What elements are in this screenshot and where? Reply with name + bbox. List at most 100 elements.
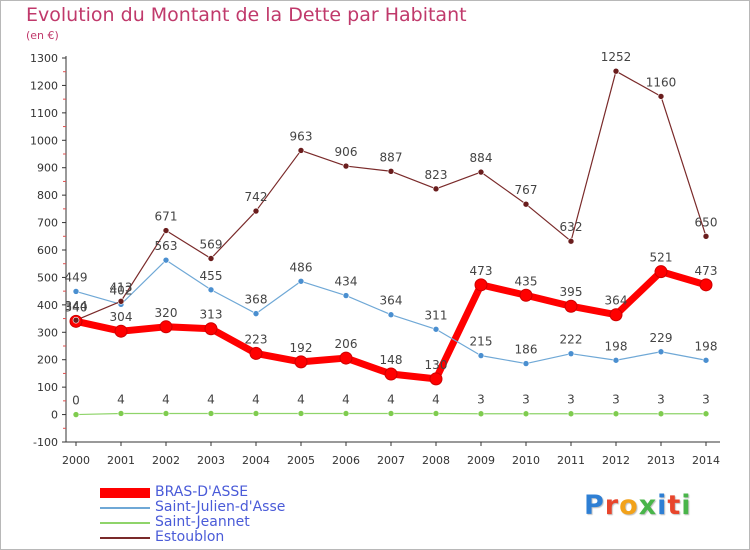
data-point bbox=[204, 322, 218, 336]
legend-swatch bbox=[100, 506, 150, 509]
data-point bbox=[72, 411, 80, 418]
data-point bbox=[339, 351, 353, 365]
x-tick-label: 2013 bbox=[647, 454, 675, 467]
y-tick-label: -100 bbox=[33, 436, 58, 449]
data-point bbox=[294, 355, 308, 369]
data-point bbox=[297, 147, 305, 154]
data-point bbox=[117, 410, 125, 417]
data-label: 435 bbox=[515, 274, 538, 288]
data-label: 340 bbox=[65, 300, 88, 314]
data-point bbox=[519, 288, 533, 302]
data-point bbox=[162, 227, 170, 234]
data-label: 434 bbox=[335, 275, 358, 289]
x-tick-label: 2006 bbox=[332, 454, 360, 467]
chart-legend: BRAS-D'ASSE Saint-Julien-d'Asse Saint-Jean… bbox=[100, 485, 285, 545]
y-tick-label: 0 bbox=[51, 409, 58, 422]
data-label: 521 bbox=[650, 251, 673, 265]
logo-letter: o bbox=[619, 490, 639, 521]
data-label: 402 bbox=[110, 283, 133, 297]
data-label: 215 bbox=[470, 335, 493, 349]
logo-letter: P bbox=[584, 490, 605, 521]
data-point bbox=[162, 410, 170, 417]
data-label: 198 bbox=[605, 339, 628, 353]
data-label: 364 bbox=[380, 294, 403, 308]
data-point bbox=[249, 346, 263, 360]
y-tick-label: 800 bbox=[37, 189, 58, 202]
legend-label: BRAS-D'ASSE bbox=[155, 484, 249, 500]
series-line bbox=[75, 70, 707, 321]
data-point bbox=[384, 367, 398, 381]
x-tick-label: 2003 bbox=[197, 454, 225, 467]
data-point bbox=[387, 311, 395, 319]
data-label: 148 bbox=[380, 353, 403, 367]
data-point bbox=[609, 308, 623, 322]
data-label: 313 bbox=[200, 308, 223, 322]
data-point bbox=[654, 265, 668, 279]
data-point bbox=[72, 316, 80, 324]
x-tick-label: 2012 bbox=[602, 454, 630, 467]
data-point bbox=[297, 277, 305, 285]
data-label: 3 bbox=[522, 393, 530, 407]
data-label: 206 bbox=[335, 337, 358, 351]
y-tick-label: 1300 bbox=[30, 52, 58, 65]
data-point bbox=[612, 356, 620, 364]
data-label: 198 bbox=[695, 339, 718, 353]
data-point bbox=[702, 410, 710, 418]
legend-item: Saint-Jeannet bbox=[100, 515, 285, 530]
data-label: 222 bbox=[560, 333, 583, 347]
logo-letter: i bbox=[681, 490, 692, 521]
y-tick-label: 300 bbox=[37, 326, 58, 339]
data-label: 3 bbox=[612, 393, 620, 407]
data-label: 344 bbox=[65, 299, 88, 313]
data-point bbox=[699, 278, 713, 292]
data-label: 473 bbox=[470, 264, 493, 278]
data-label: 884 bbox=[470, 151, 493, 165]
data-label: 4 bbox=[432, 392, 440, 406]
data-point bbox=[342, 162, 350, 170]
data-label: 1160 bbox=[646, 75, 677, 89]
data-point bbox=[702, 232, 710, 240]
data-point bbox=[702, 356, 710, 364]
data-point bbox=[72, 288, 80, 295]
data-point bbox=[657, 93, 665, 100]
data-point bbox=[477, 168, 485, 176]
data-label: 632 bbox=[560, 220, 583, 234]
data-label: 395 bbox=[560, 285, 583, 299]
y-tick-label: 900 bbox=[37, 162, 58, 175]
data-point bbox=[159, 320, 173, 334]
legend-label: Saint-Jeannet bbox=[155, 514, 250, 530]
data-label: 4 bbox=[117, 392, 125, 406]
data-point bbox=[474, 278, 488, 292]
chart-title: Evolution du Montant de la Dette par Hab… bbox=[26, 4, 467, 26]
data-label: 0 bbox=[72, 394, 80, 408]
logo-letter: i bbox=[657, 490, 668, 521]
data-label: 671 bbox=[155, 210, 178, 224]
data-point bbox=[657, 410, 665, 418]
data-label: 304 bbox=[110, 310, 133, 324]
data-label: 223 bbox=[245, 332, 268, 346]
data-point bbox=[117, 297, 125, 305]
data-label: 229 bbox=[650, 331, 673, 345]
data-label: 4 bbox=[252, 392, 260, 406]
data-point bbox=[432, 410, 440, 417]
y-tick-label: 500 bbox=[37, 271, 58, 284]
data-point bbox=[387, 410, 395, 417]
x-tick-label: 2011 bbox=[557, 454, 585, 467]
data-label: 1252 bbox=[601, 50, 632, 64]
data-point bbox=[432, 185, 440, 193]
data-point bbox=[657, 348, 665, 356]
logo-letter: t bbox=[667, 490, 682, 521]
data-label: 906 bbox=[335, 145, 358, 159]
data-label: 823 bbox=[425, 168, 448, 182]
data-label: 887 bbox=[380, 150, 403, 164]
data-label: 563 bbox=[155, 239, 178, 253]
data-label: 486 bbox=[290, 260, 313, 274]
data-point bbox=[252, 310, 260, 317]
x-tick-label: 2014 bbox=[692, 454, 720, 467]
y-tick-label: 100 bbox=[37, 381, 58, 394]
y-tick-label: 1000 bbox=[30, 134, 58, 147]
data-label: 449 bbox=[65, 270, 88, 284]
data-point bbox=[564, 299, 578, 313]
data-point bbox=[612, 410, 620, 418]
